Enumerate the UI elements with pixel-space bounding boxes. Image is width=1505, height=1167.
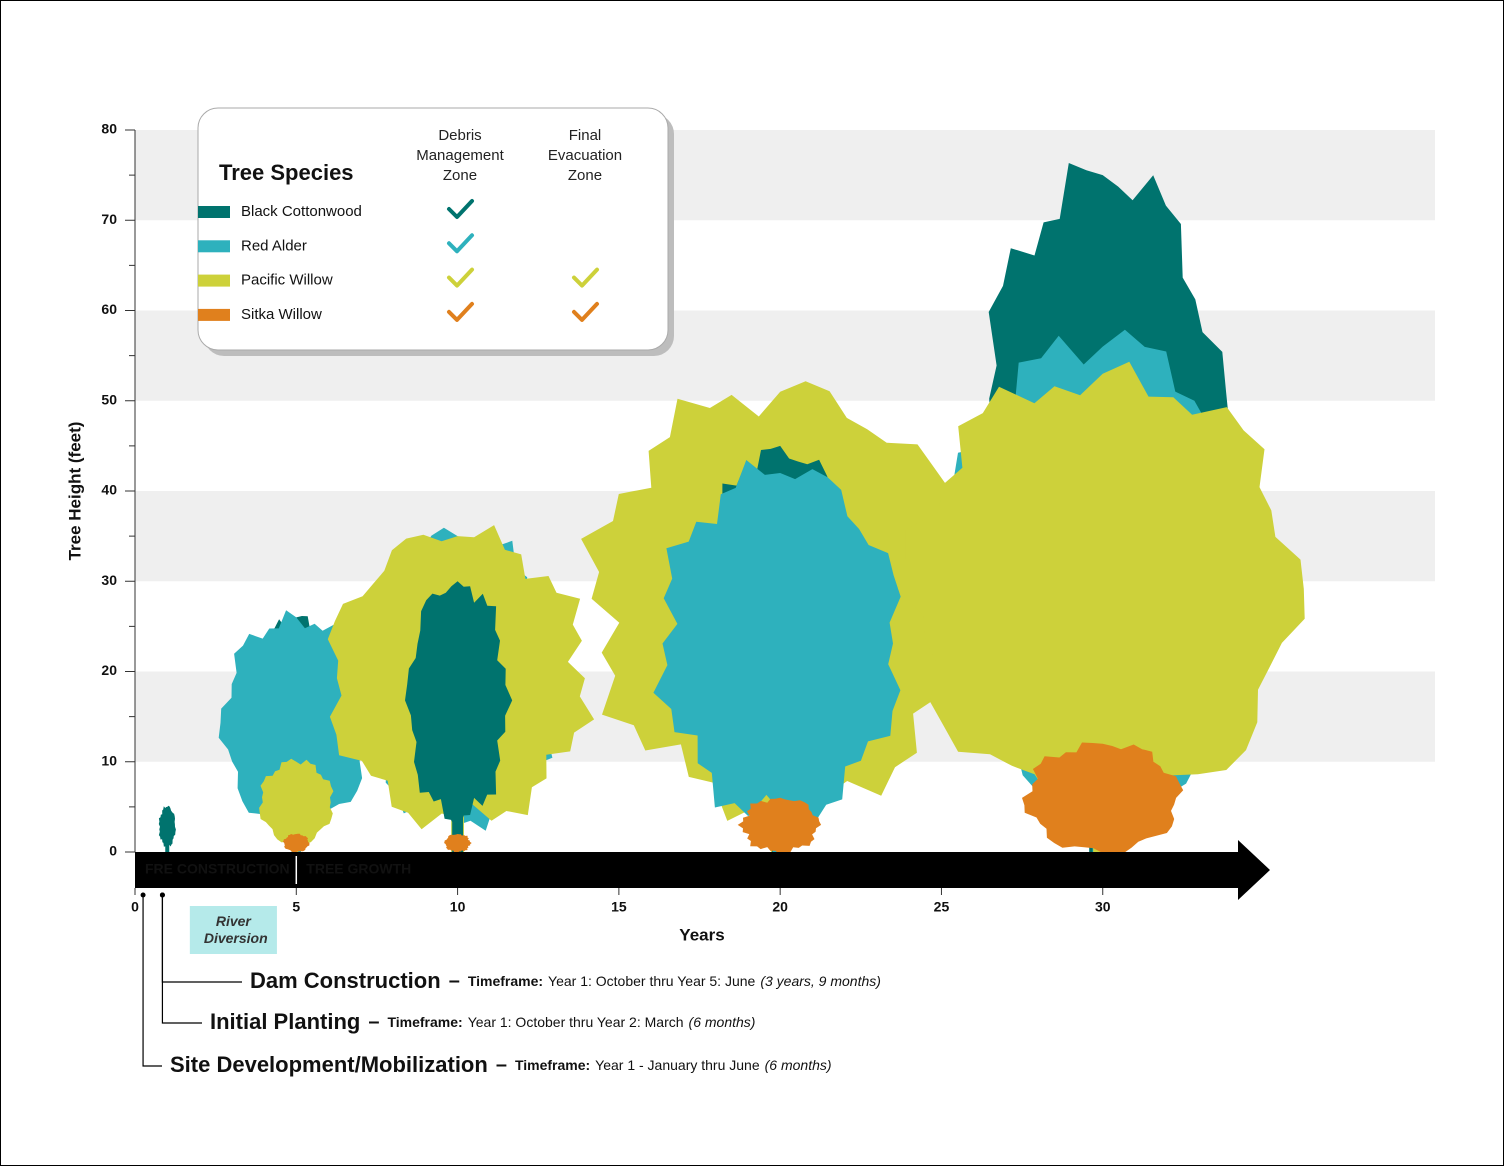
timeframe: Year 1 - January thru June <box>595 1057 760 1073</box>
milestone-title: Dam Construction <box>250 968 441 993</box>
legend-label: Sitka Willow <box>241 306 322 323</box>
x-tick-label: 20 <box>772 899 788 915</box>
legend-check <box>447 233 474 254</box>
y-tick-label: 10 <box>101 752 117 768</box>
river-diversion-box <box>189 906 277 954</box>
river-diversion-label: River Diversion <box>203 913 268 946</box>
x-tick-label: 30 <box>1095 899 1111 915</box>
tree <box>218 610 374 852</box>
y-tick-label: 50 <box>101 391 117 407</box>
tree <box>282 833 310 853</box>
phase-label: TREE GROWTH <box>306 861 411 877</box>
y-tick-label: 60 <box>101 301 117 317</box>
legend-label: Black Cottonwood <box>241 203 362 220</box>
milestone-leader <box>142 895 162 1067</box>
timeframe-label: Timeframe: <box>468 973 543 989</box>
milestone-dash: – <box>449 970 460 992</box>
x-axis-label: Years <box>679 925 724 944</box>
milestone-dash: – <box>496 1054 507 1076</box>
milestone-leader <box>161 895 202 1024</box>
timeline-arrow <box>135 840 1270 900</box>
y-tick-label: 20 <box>101 662 117 678</box>
legend-check <box>572 267 599 288</box>
river-diversion: River Diversion <box>203 913 268 946</box>
legend-swatch <box>198 206 230 218</box>
legend-label: Red Alder <box>241 237 307 254</box>
legend-label: Pacific Willow <box>241 272 333 289</box>
tree <box>405 581 513 852</box>
x-tick-label: 10 <box>450 899 466 915</box>
tree <box>653 460 901 852</box>
y-axis-label: Tree Height (feet) <box>65 422 84 561</box>
y-tick-label: 40 <box>101 482 117 498</box>
milestone: Site Development/Mobilization – Timeframe:… <box>170 1052 832 1077</box>
x-tick-label: 5 <box>292 899 300 915</box>
legend-column-header: Final Evacuation Zone <box>547 127 623 184</box>
milestone-title: Initial Planting <box>210 1009 360 1034</box>
legend-swatch <box>198 240 230 253</box>
timeframe-label: Timeframe: <box>387 1014 462 1030</box>
milestone-dash: – <box>368 1011 379 1033</box>
duration: (3 years, 9 months) <box>760 973 881 989</box>
legend-swatch <box>198 274 230 287</box>
timeframe: Year 1: October thru Year 2: March <box>468 1014 684 1030</box>
legend-check <box>572 301 599 322</box>
legend-title: Tree Species <box>219 160 354 185</box>
phase-label: FRE CONSTRUCTION <box>145 861 290 877</box>
legend-swatch <box>198 308 230 321</box>
tree <box>444 834 472 853</box>
x-tick-label: 15 <box>611 899 627 915</box>
legend-box <box>197 107 669 351</box>
legend-check <box>447 267 474 288</box>
y-tick-label: 30 <box>101 572 117 588</box>
y-tick-label: 80 <box>101 121 117 137</box>
tree <box>259 758 334 852</box>
tree <box>158 805 176 852</box>
y-tick-label: 70 <box>101 211 117 227</box>
y-tick-label: 0 <box>109 843 117 859</box>
milestone-title: Site Development/Mobilization <box>170 1052 488 1077</box>
milestone: Initial Planting – Timeframe: Year 1: Octob… <box>210 1009 755 1034</box>
tree <box>897 361 1305 852</box>
legend-column-header: Debris Management Zone <box>416 127 504 184</box>
timeframe-label: Timeframe: <box>515 1057 590 1073</box>
duration: (6 months) <box>689 1014 756 1030</box>
tree <box>1022 742 1184 855</box>
x-tick-label: 25 <box>934 899 950 915</box>
tree <box>737 797 822 855</box>
legend-check <box>447 301 474 322</box>
legend-check <box>447 199 474 219</box>
x-tick-label: 0 <box>131 899 139 915</box>
milestone: Dam Construction – Timeframe: Year 1: Octob… <box>250 968 881 993</box>
timeframe: Year 1: October thru Year 5: June <box>548 973 756 989</box>
duration: (6 months) <box>765 1057 832 1073</box>
